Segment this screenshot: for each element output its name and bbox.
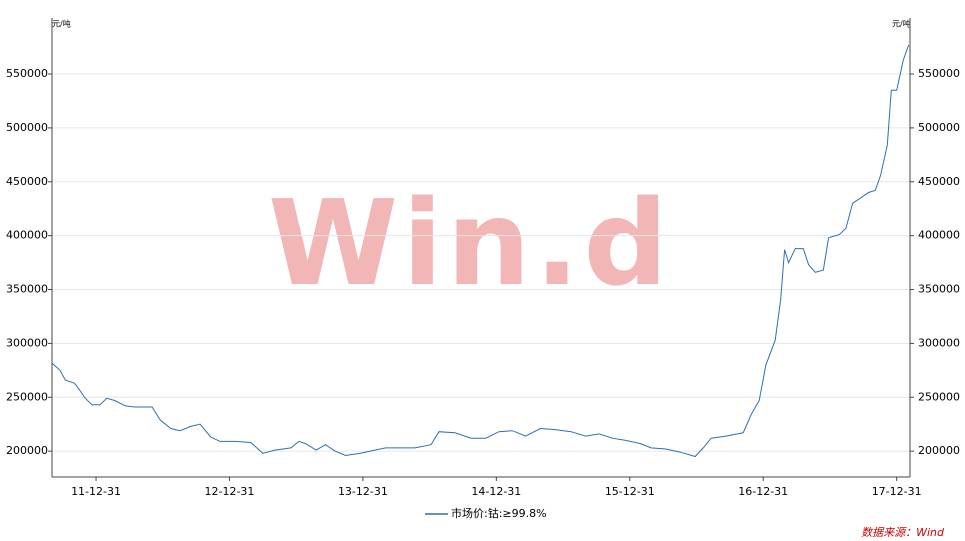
- y2-tick-label: 350000: [918, 283, 960, 296]
- y2-unit: 元/吨: [892, 19, 911, 29]
- x-tick-label: 14-12-31: [471, 485, 521, 498]
- y2-tick-label: 200000: [918, 444, 960, 457]
- y2-tick-label: 250000: [918, 390, 960, 403]
- x-tick-label: 12-12-31: [205, 485, 255, 498]
- source: 数据来源：Wind: [861, 526, 945, 539]
- y-tick-label: 400000: [6, 229, 48, 242]
- y2-tick-label: 500000: [918, 121, 960, 134]
- watermark: Win.d: [268, 174, 672, 312]
- y-unit: 元/吨: [52, 19, 71, 29]
- x-tick-label: 13-12-31: [338, 485, 388, 498]
- y-tick-label: 500000: [6, 121, 48, 134]
- y2-tick-label: 450000: [918, 175, 960, 188]
- y2-tick-label: 550000: [918, 67, 960, 80]
- y-tick-label: 300000: [6, 336, 48, 349]
- x-tick-label: 11-12-31: [71, 485, 121, 498]
- y-tick-label: 450000: [6, 175, 48, 188]
- x-tick-label: 15-12-31: [605, 485, 655, 498]
- y-tick-label: 200000: [6, 444, 48, 457]
- y-tick-label: 350000: [6, 283, 48, 296]
- y-tick-label: 250000: [6, 390, 48, 403]
- y2-tick-label: 300000: [918, 336, 960, 349]
- x-tick-label: 16-12-31: [738, 485, 788, 498]
- y2-tick-label: 400000: [918, 229, 960, 242]
- legend-label: 市场价:钴:≥99.8%: [451, 506, 547, 520]
- x-tick-label: 17-12-31: [872, 485, 922, 498]
- y-tick-label: 550000: [6, 67, 48, 80]
- line-series: [51, 44, 910, 458]
